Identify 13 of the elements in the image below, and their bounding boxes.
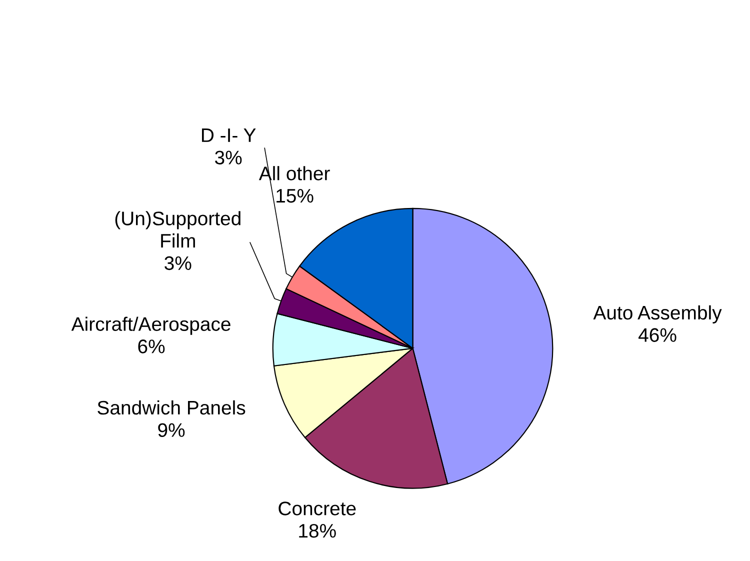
data-label: 9% xyxy=(158,423,185,437)
slice-label: Sandwich Panels xyxy=(98,400,246,415)
data-label: 46% xyxy=(638,328,676,342)
data-label: 3% xyxy=(215,150,242,164)
data-label: 18% xyxy=(299,524,336,538)
slice-label: D -I- Y xyxy=(202,128,256,142)
slice-label: Aircraft/Aerospace xyxy=(71,316,230,335)
data-label: 6% xyxy=(138,340,165,354)
slice-label: (Un)Supported Film xyxy=(115,211,240,248)
slice-label: Auto Assembly xyxy=(593,305,722,324)
data-label: 3% xyxy=(164,256,192,270)
slice-label: Concrete xyxy=(278,502,356,516)
data-label: 15% xyxy=(276,189,314,203)
